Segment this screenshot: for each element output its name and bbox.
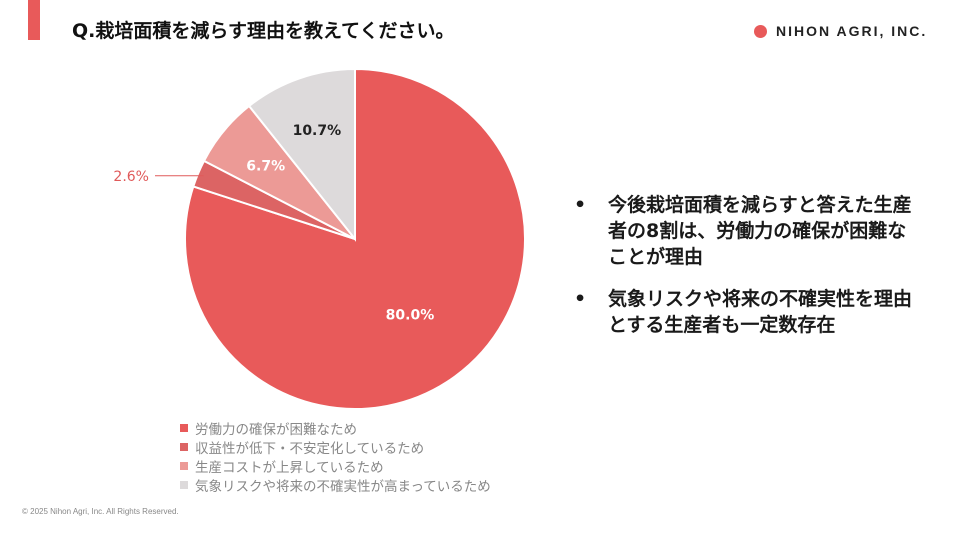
slice-value-label: 10.7%	[293, 123, 342, 139]
legend-label: 労働力の確保が困難なため	[195, 421, 357, 438]
legend-item: 収益性が低下・不安定化しているため	[180, 437, 491, 457]
slice-value-label: 80.0%	[386, 308, 435, 324]
legend-swatch	[180, 480, 188, 489]
slice-value-label: 6.7%	[246, 159, 285, 175]
finding-item: • 今後栽培面積を減らすと答えた生産者の8割は、労働力の確保が困難なことが理由	[572, 192, 922, 270]
pie-slice	[184, 67, 526, 410]
bullet-icon: •	[574, 288, 587, 310]
legend-label: 収益性が低下・不安定化しているため	[195, 440, 425, 457]
legend-item: 気象リスクや将来の不確実性が高まっているため	[180, 475, 491, 495]
pie-slice	[247, 67, 356, 242]
chart-legend: 労働力の確保が困難なため 収益性が低下・不安定化しているため 生産コストが上昇し…	[180, 418, 491, 495]
company-logo: NIHON AGRI, INC.	[754, 23, 927, 39]
legend-item: 生産コストが上昇しているため	[180, 456, 491, 476]
legend-swatch	[180, 461, 188, 470]
finding-text: 今後栽培面積を減らすと答えた生産者の8割は、労働力の確保が困難なことが理由	[608, 194, 912, 268]
accent-bar	[28, 0, 40, 40]
legend-label: 生産コストが上昇しているため	[195, 459, 384, 476]
legend-label: 気象リスクや将来の不確実性が高まっているため	[195, 478, 491, 495]
legend-item: 労働力の確保が困難なため	[180, 418, 491, 438]
page-title: Q.栽培面積を減らす理由を教えてください。	[72, 20, 455, 42]
key-findings: • 今後栽培面積を減らすと答えた生産者の8割は、労働力の確保が困難なことが理由 …	[572, 192, 922, 354]
logo-text: NIHON AGRI, INC.	[776, 23, 928, 39]
slice-value-label: 2.6%	[113, 169, 149, 185]
copyright: © 2025 Nihon Agri, Inc. All Rights Reser…	[22, 507, 179, 516]
finding-text: 気象リスクや将来の不確実性を理由とする生産者も一定数存在	[608, 288, 913, 336]
logo-dot-icon	[754, 24, 767, 38]
legend-swatch	[180, 442, 188, 451]
bullet-icon: •	[574, 194, 587, 216]
finding-item: • 気象リスクや将来の不確実性を理由とする生産者も一定数存在	[572, 286, 922, 338]
legend-swatch	[180, 423, 188, 432]
